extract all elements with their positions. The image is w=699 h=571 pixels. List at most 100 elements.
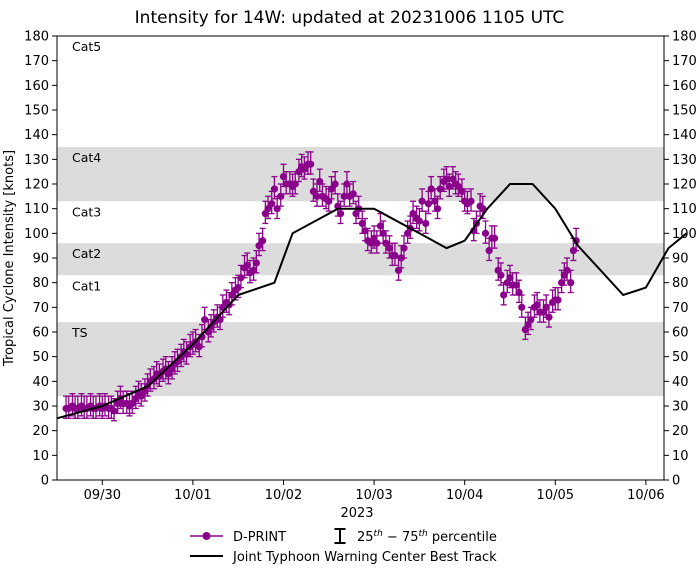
y-tick-label-right: 120	[672, 178, 697, 193]
dprint-point	[327, 185, 336, 193]
y-tick-label-left: 120	[24, 178, 49, 193]
dprint-point	[137, 392, 145, 400]
dprint-point	[164, 370, 173, 378]
y-tick-label-left: 50	[32, 350, 49, 365]
dprint-point	[243, 261, 251, 269]
dprint-point	[309, 187, 317, 195]
dprint-point	[415, 217, 423, 225]
y-tick-label-left: 80	[32, 276, 49, 291]
y-tick-label-right: 70	[672, 301, 689, 316]
dprint-point	[545, 313, 553, 321]
y-tick-label-right: 20	[672, 424, 689, 439]
dprint-point	[431, 197, 439, 205]
dprint-point	[563, 266, 571, 274]
y-tick-label-left: 160	[24, 79, 49, 94]
dprint-point	[268, 200, 276, 208]
y-tick-label-left: 40	[32, 375, 49, 390]
y-tick-label-left: 0	[41, 474, 49, 489]
dprint-point	[270, 185, 279, 193]
dprint-point	[385, 244, 394, 252]
band-label-cat5: Cat5	[72, 39, 101, 54]
dprint-point	[422, 219, 430, 228]
dprint-point	[379, 229, 387, 237]
dprint-point	[518, 303, 526, 311]
dprint-point	[558, 279, 566, 287]
dprint-point	[228, 291, 236, 299]
y-tick-label-right: 80	[672, 276, 689, 291]
dprint-point	[234, 284, 242, 292]
dprint-point	[382, 239, 390, 247]
y-tick-label-right: 60	[672, 326, 689, 341]
dprint-point	[249, 266, 258, 274]
dprint-point	[554, 296, 562, 304]
y-tick-label-left: 60	[32, 326, 49, 341]
legend-dprint-label: D-PRINT	[233, 530, 286, 545]
legend-dprint-marker	[202, 532, 211, 540]
plot-frame	[56, 35, 665, 481]
dprint-point	[500, 291, 508, 299]
x-tick-label: 10/04	[446, 488, 483, 503]
dprint-point	[515, 288, 523, 297]
dprint-point	[527, 316, 535, 324]
band-label-cat3: Cat3	[72, 204, 101, 219]
dprint-point	[394, 266, 403, 274]
y-tick-label-left: 140	[24, 128, 49, 143]
dprint-point	[409, 210, 417, 218]
legend-percentile-label: 25th − 75th percentile	[357, 529, 497, 545]
dprint-point	[479, 205, 487, 213]
dprint-point	[349, 190, 357, 198]
dprint-point	[373, 239, 381, 247]
dprint-point	[567, 279, 575, 287]
y-tick-label-left: 10	[32, 449, 49, 464]
dprint-point	[436, 185, 444, 193]
band-label-cat1: Cat1	[72, 278, 101, 293]
dprint-point	[237, 274, 245, 282]
y-axis-label: Tropical Cyclone Intensity [knots]	[2, 150, 17, 367]
dprint-point	[277, 192, 285, 200]
y-tick-label-right: 140	[672, 128, 697, 143]
dprint-point	[201, 316, 209, 324]
dprint-point	[485, 247, 493, 255]
band-cat4	[57, 147, 664, 202]
dprint-point	[331, 180, 339, 188]
dprint-point	[400, 244, 408, 252]
dprint-point	[418, 197, 426, 205]
y-tick-label-left: 170	[24, 54, 49, 69]
dprint-point	[291, 180, 299, 188]
dprint-point	[481, 229, 490, 237]
legend: D-PRINT 25th − 75th percentile Joint Typ…	[190, 528, 497, 565]
dprint-point	[307, 160, 315, 168]
dprint-point	[336, 210, 345, 218]
dprint-point	[533, 301, 541, 309]
y-tick-label-right: 130	[672, 153, 697, 168]
chart-title: Intensity for 14W: updated at 20231006 1…	[135, 8, 565, 28]
dprint-point	[264, 205, 272, 213]
y-tick-label-right: 50	[672, 350, 689, 365]
y-tick-label-right: 160	[672, 79, 697, 94]
dprint-point	[325, 197, 333, 205]
dprint-point	[110, 407, 118, 415]
x-tick-label: 10/01	[174, 488, 211, 503]
y-tick-label-left: 20	[32, 424, 49, 439]
x-tick-label: 09/30	[84, 488, 121, 503]
y-tick-label-left: 110	[24, 202, 49, 217]
x-tick-label: 10/06	[627, 488, 664, 503]
dprint-point	[361, 227, 369, 235]
dprint-point	[195, 343, 203, 351]
dprint-point	[490, 234, 499, 242]
y-axis-right: 0102030405060708090100110120130140150160…	[664, 30, 697, 489]
y-tick-label-right: 110	[672, 202, 697, 217]
x-axis-label: 2023	[340, 506, 373, 521]
y-tick-label-left: 130	[24, 153, 49, 168]
band-label-cat4: Cat4	[72, 150, 101, 165]
dprint-point	[128, 399, 136, 408]
x-tick-label: 10/03	[355, 488, 392, 503]
dprint-point	[512, 281, 520, 289]
dprint-point	[458, 187, 466, 195]
dprint-point	[397, 254, 405, 262]
dprint-point	[497, 271, 505, 279]
y-tick-label-left: 70	[32, 301, 49, 316]
x-axis: 09/30 10/01 10/02 10/03 10/04 10/05 10/06	[84, 480, 665, 503]
dprint-point	[340, 192, 348, 200]
y-tick-label-right: 0	[672, 474, 680, 489]
